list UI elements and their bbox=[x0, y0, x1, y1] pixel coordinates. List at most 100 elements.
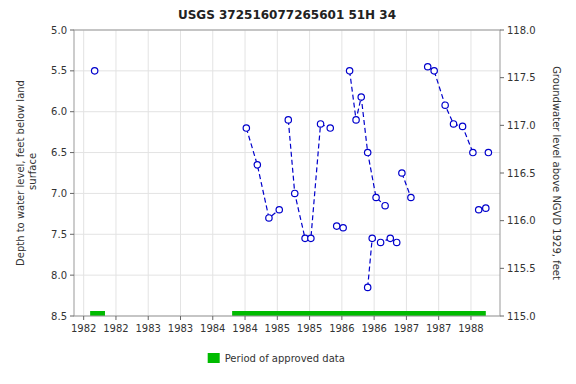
x-tick-label: 1984 bbox=[232, 323, 257, 334]
series-point bbox=[387, 235, 393, 241]
grid-line-x bbox=[180, 30, 181, 316]
y2-axis: 115.0115.5116.0116.5117.0117.5118.0 bbox=[500, 25, 536, 322]
y-axis-label-line: Depth to water level, feet below land bbox=[15, 80, 26, 266]
y2-tick bbox=[500, 220, 504, 221]
x-tick-label: 1987 bbox=[426, 323, 451, 334]
x-tick-label: 1987 bbox=[394, 323, 419, 334]
series-point bbox=[340, 225, 346, 231]
x-tick bbox=[148, 316, 149, 320]
series-point bbox=[476, 207, 482, 213]
series-point bbox=[358, 94, 364, 100]
x-tick bbox=[438, 316, 439, 320]
x-tick bbox=[83, 316, 84, 320]
series-point bbox=[459, 123, 465, 129]
y-axis-label: Depth to water level, feet below land su… bbox=[15, 80, 38, 266]
x-tick bbox=[277, 316, 278, 320]
grid-line-x bbox=[309, 30, 310, 316]
x-tick bbox=[212, 316, 213, 320]
y-tick bbox=[70, 111, 74, 112]
grid-line-x bbox=[212, 30, 213, 316]
grid-line-y bbox=[74, 111, 500, 112]
grid-line-x bbox=[83, 30, 84, 316]
grid-line-y bbox=[74, 234, 500, 235]
grid-line-x bbox=[438, 30, 439, 316]
series-point bbox=[382, 202, 388, 208]
grid-line-y bbox=[74, 152, 500, 153]
y-tick bbox=[70, 275, 74, 276]
grid-line-y bbox=[74, 275, 500, 276]
x-tick-label: 1985 bbox=[297, 323, 322, 334]
y2-tick-label: 115.0 bbox=[507, 311, 536, 322]
y2-tick-label: 118.0 bbox=[507, 25, 536, 36]
x-tick bbox=[245, 316, 246, 320]
series-point bbox=[346, 68, 352, 74]
series-point bbox=[317, 121, 323, 127]
y-axis: 5.0 5.5 6.0 6.5 7.0 7.5 8.0 8.5 bbox=[51, 25, 74, 322]
x-tick-label: 1984 bbox=[200, 323, 225, 334]
series-point bbox=[266, 215, 272, 221]
grid-line-x bbox=[406, 30, 407, 316]
y-tick-label: 8.0 bbox=[51, 270, 67, 281]
x-tick bbox=[341, 316, 342, 320]
y-tick bbox=[70, 316, 74, 317]
series-point bbox=[292, 190, 298, 196]
approved-period-bar bbox=[90, 311, 105, 316]
y-tick-label: 7.0 bbox=[51, 188, 67, 199]
series-line bbox=[288, 120, 330, 238]
y2-tick bbox=[500, 30, 504, 31]
series-point bbox=[276, 207, 282, 213]
data-layer bbox=[90, 64, 491, 316]
x-tick bbox=[115, 316, 116, 320]
plot-background bbox=[74, 30, 500, 316]
y2-tick-label: 117.0 bbox=[507, 120, 536, 131]
series-line bbox=[246, 128, 279, 218]
series-point bbox=[431, 68, 437, 74]
y-tick-label: 6.5 bbox=[51, 147, 67, 158]
x-axis: 1982198219831983198419841985198519861986… bbox=[71, 316, 484, 334]
y-axis-label-line: surface bbox=[27, 153, 38, 193]
y2-tick bbox=[500, 268, 504, 269]
legend-swatch bbox=[208, 353, 220, 363]
series-line bbox=[402, 173, 411, 198]
y-tick-label: 6.0 bbox=[51, 106, 67, 117]
x-tick bbox=[374, 316, 375, 320]
plot-frame bbox=[74, 30, 500, 316]
grid-line-x bbox=[374, 30, 375, 316]
y2-tick-label: 116.0 bbox=[507, 215, 536, 226]
series-point bbox=[450, 121, 456, 127]
series-point bbox=[254, 162, 260, 168]
x-tick bbox=[406, 316, 407, 320]
x-tick-label: 1986 bbox=[361, 323, 386, 334]
x-tick-label: 1983 bbox=[136, 323, 161, 334]
y-tick-label: 8.5 bbox=[51, 311, 67, 322]
x-tick bbox=[470, 316, 471, 320]
series-point bbox=[394, 239, 400, 245]
series-line bbox=[350, 71, 386, 206]
y-tick-label: 5.0 bbox=[51, 25, 67, 36]
series-point bbox=[353, 117, 359, 123]
series-point bbox=[308, 235, 314, 241]
x-tick-label: 1982 bbox=[103, 323, 128, 334]
y2-axis-label: Groundwater level above NGVD 1929, feet bbox=[551, 66, 562, 280]
grid-line-y bbox=[74, 193, 500, 194]
y2-tick-label: 116.5 bbox=[507, 168, 536, 179]
series-point bbox=[373, 194, 379, 200]
series-point bbox=[334, 223, 340, 229]
series-point bbox=[470, 149, 476, 155]
y-tick-label: 7.5 bbox=[51, 229, 67, 240]
y2-tick bbox=[500, 77, 504, 78]
y-tick-label: 5.5 bbox=[51, 65, 67, 76]
series-point bbox=[408, 194, 414, 200]
y2-axis-label-line: Groundwater level above NGVD 1929, feet bbox=[551, 66, 562, 280]
series-point bbox=[425, 64, 431, 70]
series-point bbox=[364, 149, 370, 155]
series-point bbox=[285, 117, 291, 123]
series-point bbox=[399, 170, 405, 176]
x-tick-label: 1982 bbox=[71, 323, 96, 334]
y2-tick bbox=[500, 316, 504, 317]
series-point bbox=[369, 235, 375, 241]
grid-line-x bbox=[277, 30, 278, 316]
grid-line-x bbox=[470, 30, 471, 316]
grid-line-x bbox=[115, 30, 116, 316]
y2-tick-label: 117.5 bbox=[507, 72, 536, 83]
